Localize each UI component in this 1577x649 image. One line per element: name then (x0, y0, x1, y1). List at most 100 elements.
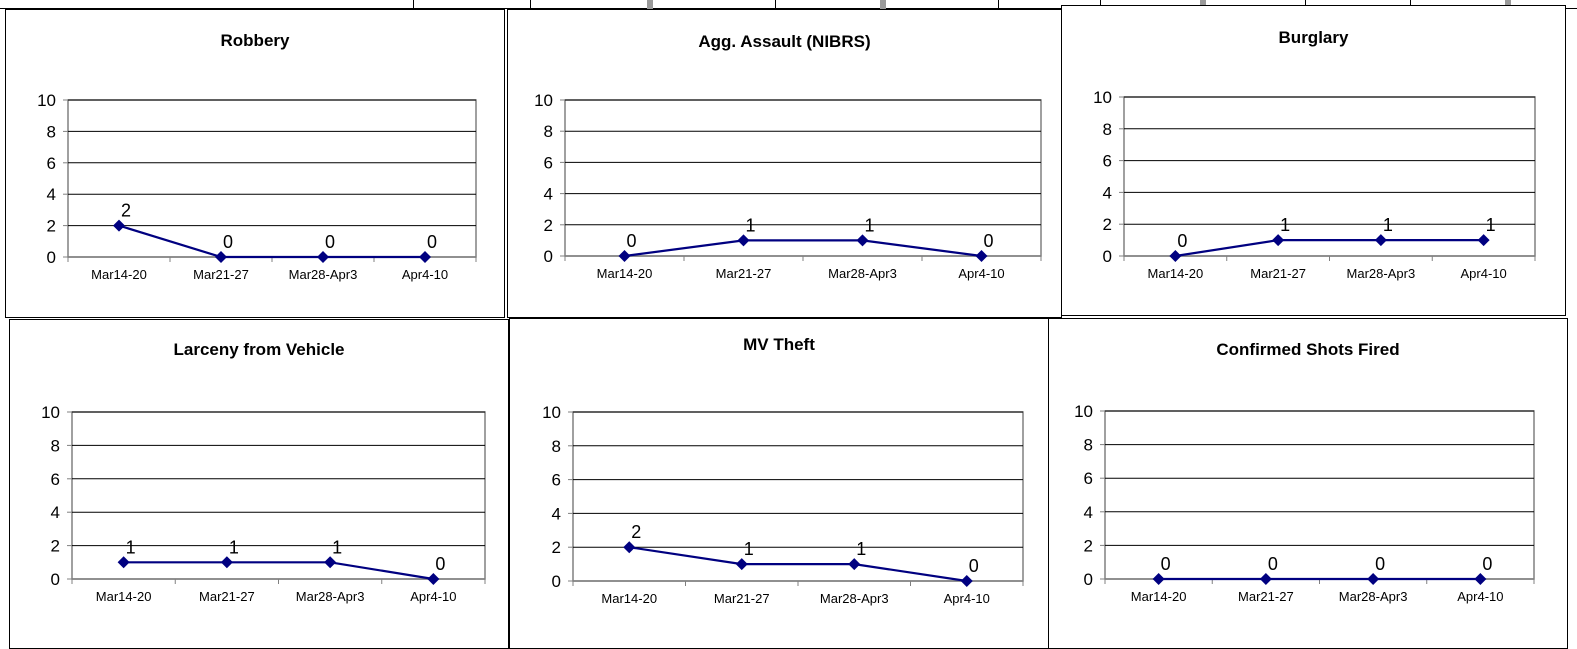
x-tick-label: Mar21-27 (1238, 589, 1294, 604)
series-line (123, 561, 434, 581)
data-point-marker (1474, 573, 1487, 585)
x-tick-label: Apr4-10 (958, 266, 1004, 281)
data-label: 0 (223, 232, 233, 252)
series-line (118, 224, 425, 259)
data-label: 2 (631, 522, 641, 542)
x-tick-label: Mar21-27 (716, 266, 772, 281)
x-tick-label: Mar14-20 (597, 266, 653, 281)
x-tick-label: Apr4-10 (944, 591, 990, 606)
y-tick-label: 0 (552, 572, 561, 591)
y-tick-label: 8 (51, 436, 60, 455)
y-tick-label: 8 (544, 122, 553, 141)
y-tick-label: 4 (1084, 503, 1093, 522)
y-tick-label: 4 (47, 185, 56, 204)
data-point-marker (113, 219, 125, 232)
y-tick-label: 6 (1103, 152, 1112, 171)
y-tick-label: 0 (51, 570, 60, 589)
y-tick-label: 6 (47, 154, 56, 173)
x-tick-label: Mar14-20 (1131, 589, 1187, 604)
chart-title: Larceny from Vehicle (173, 340, 345, 359)
data-point-marker (117, 556, 130, 569)
series-line (624, 239, 982, 258)
x-tick-label: Apr4-10 (1461, 266, 1507, 281)
data-point-marker (1374, 234, 1387, 247)
y-tick-label: 8 (47, 122, 56, 141)
y-tick-label: 8 (552, 437, 561, 456)
chart-title: Robbery (220, 31, 290, 50)
y-tick-label: 8 (1103, 120, 1112, 139)
data-point-marker (215, 251, 227, 263)
x-tick-label: Mar21-27 (714, 591, 770, 606)
data-label: 1 (864, 215, 874, 235)
y-tick-label: 10 (1093, 88, 1112, 107)
y-tick-label: 2 (544, 216, 553, 235)
y-tick-label: 6 (51, 470, 60, 489)
data-point-marker (1477, 234, 1490, 247)
data-point-marker (1169, 250, 1182, 262)
y-tick-label: 4 (544, 185, 553, 204)
data-point-marker (960, 575, 973, 587)
data-point-marker (856, 234, 869, 247)
y-tick-label: 4 (552, 504, 561, 523)
y-tick-label: 2 (51, 537, 60, 556)
data-label: 0 (325, 232, 335, 252)
data-label: 1 (1383, 215, 1393, 235)
data-point-marker (623, 541, 636, 554)
y-tick-label: 2 (552, 538, 561, 557)
y-tick-label: 6 (552, 471, 561, 490)
data-label: 0 (1375, 554, 1385, 574)
data-label: 1 (229, 537, 239, 557)
data-point-marker (317, 251, 329, 263)
data-point-marker (737, 234, 750, 247)
data-label: 1 (856, 539, 866, 559)
chart-panel-larceny-from-vehicle: Larceny from Vehicle 0 2 4 6 8 10 Mar14-20 Mar2… (9, 319, 509, 649)
data-label: 0 (1482, 554, 1492, 574)
chart-panel-agg-assault: Agg. Assault (NIBRS) 0 2 4 6 8 10 Mar14-20 Mar2… (507, 9, 1062, 318)
x-tick-label: Mar28-Apr3 (828, 266, 897, 281)
y-tick-label: 2 (1103, 215, 1112, 234)
y-tick-label: 0 (1103, 247, 1112, 266)
series-line (629, 546, 967, 583)
x-tick-label: Mar14-20 (96, 589, 152, 604)
data-point-marker (1272, 234, 1285, 247)
chart-title: Confirmed Shots Fired (1216, 340, 1400, 359)
data-label: 1 (745, 215, 755, 235)
y-tick-label: 10 (1074, 402, 1093, 421)
x-tick-label: Mar28-Apr3 (296, 589, 365, 604)
plot-area-frame (572, 411, 1024, 582)
data-label: 0 (1161, 554, 1171, 574)
data-label: 1 (1280, 215, 1290, 235)
y-tick-label: 10 (37, 91, 56, 110)
x-tick-label: Apr4-10 (410, 589, 456, 604)
data-label: 1 (1486, 215, 1496, 235)
y-tick-label: 6 (1084, 469, 1093, 488)
chart-panel-burglary: Burglary 0 2 4 6 8 10 Mar14-20 Mar21-27 Mar28-Ap… (1061, 5, 1566, 316)
data-label: 1 (744, 539, 754, 559)
x-tick-label: Mar21-27 (199, 589, 255, 604)
y-tick-label: 2 (1084, 536, 1093, 555)
y-tick-label: 4 (1103, 183, 1112, 202)
x-tick-label: Mar21-27 (193, 267, 249, 282)
data-label: 0 (969, 556, 979, 576)
x-tick-label: Apr4-10 (1457, 589, 1503, 604)
x-tick-label: Mar14-20 (1148, 266, 1204, 281)
chart-panel-robbery: Robbery 0 2 4 6 8 10 Mar14-20 Mar21-27 Mar28-Apr… (5, 9, 505, 318)
chart-title: Agg. Assault (NIBRS) (698, 32, 871, 51)
data-point-marker (220, 556, 233, 569)
data-label: 1 (332, 537, 342, 557)
x-tick-label: Mar28-Apr3 (1339, 589, 1408, 604)
data-point-marker (735, 558, 748, 571)
y-tick-label: 2 (47, 217, 56, 236)
y-tick-label: 6 (544, 153, 553, 172)
data-label: 0 (1268, 554, 1278, 574)
data-label: 0 (435, 554, 445, 574)
data-point-marker (848, 558, 861, 571)
data-point-marker (975, 250, 988, 262)
chart-panel-confirmed-shots-fired: Confirmed Shots Fired 0 2 4 6 8 10 Mar14-20 Mar… (1048, 318, 1568, 649)
y-tick-label: 10 (542, 403, 561, 422)
data-point-marker (1259, 573, 1272, 585)
data-label: 0 (427, 232, 437, 252)
